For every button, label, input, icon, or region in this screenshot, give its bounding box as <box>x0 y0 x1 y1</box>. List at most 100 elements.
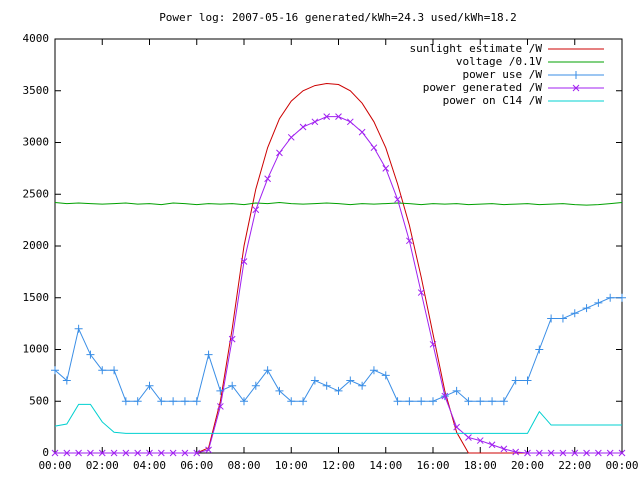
marker <box>606 449 614 457</box>
y-tick-label: 3000 <box>23 136 50 149</box>
marker <box>369 366 378 375</box>
marker <box>323 113 331 120</box>
marker <box>86 350 95 359</box>
x-tick-label: 18:00 <box>464 459 497 472</box>
y-tick-label: 500 <box>29 394 49 407</box>
legend-label: power on C14 /W <box>443 94 543 107</box>
marker <box>275 386 284 395</box>
marker <box>618 293 626 302</box>
marker <box>322 381 331 390</box>
marker <box>346 118 354 126</box>
marker <box>582 304 591 313</box>
marker <box>110 449 118 457</box>
marker <box>358 128 366 136</box>
marker <box>157 449 165 457</box>
marker <box>488 397 497 406</box>
x-tick-label: 06:00 <box>180 459 213 472</box>
marker <box>547 314 556 323</box>
marker <box>146 449 153 457</box>
x-tick-label: 14:00 <box>369 459 402 472</box>
x-tick-label: 12:00 <box>322 459 355 472</box>
x-tick-label: 00:00 <box>605 459 638 472</box>
marker <box>122 449 130 457</box>
marker <box>87 449 94 457</box>
marker <box>335 113 342 120</box>
plot-border <box>54 38 623 454</box>
marker <box>51 449 59 457</box>
marker <box>133 397 142 406</box>
marker <box>524 449 531 457</box>
marker <box>51 366 59 375</box>
marker <box>358 381 367 390</box>
marker <box>511 376 520 385</box>
marker <box>452 386 461 395</box>
marker <box>488 441 496 449</box>
marker <box>465 434 472 441</box>
x-tick-label: 22:00 <box>558 459 591 472</box>
marker <box>74 324 83 333</box>
marker <box>441 392 449 400</box>
marker <box>110 366 119 375</box>
legend-label: power generated /W <box>423 81 543 94</box>
marker <box>169 449 177 457</box>
marker <box>429 340 437 348</box>
marker <box>75 449 82 457</box>
marker <box>157 397 166 406</box>
marker <box>523 376 532 385</box>
marker <box>476 437 484 444</box>
marker <box>583 449 590 457</box>
marker <box>382 165 390 172</box>
marker <box>180 397 189 406</box>
marker <box>405 397 414 406</box>
marker <box>558 314 567 323</box>
marker <box>417 289 425 296</box>
marker <box>547 449 555 457</box>
marker <box>570 309 579 318</box>
marker <box>98 449 106 457</box>
marker <box>193 449 201 457</box>
marker <box>476 397 485 406</box>
marker <box>192 397 201 406</box>
marker <box>228 335 236 343</box>
y-tick-label: 0 <box>42 446 49 459</box>
y-tick-label: 2500 <box>23 187 50 200</box>
marker <box>429 397 437 406</box>
marker <box>228 381 237 390</box>
marker <box>334 386 343 395</box>
marker <box>572 71 580 79</box>
marker <box>594 298 603 307</box>
y-tick-label: 4000 <box>23 32 50 45</box>
legend-label: power use /W <box>463 68 543 81</box>
marker <box>287 397 296 406</box>
x-tick-label: 10:00 <box>275 459 308 472</box>
marker <box>204 350 213 359</box>
marker <box>595 449 602 457</box>
series-line <box>54 403 622 434</box>
marker <box>618 449 626 457</box>
marker <box>464 397 473 406</box>
marker <box>62 376 71 385</box>
y-tick-label: 1000 <box>23 343 50 356</box>
marker <box>535 345 544 354</box>
legend-label: sunlight estimate /W <box>410 42 543 55</box>
marker <box>311 118 319 126</box>
marker <box>240 397 248 406</box>
x-tick-label: 04:00 <box>133 459 166 472</box>
marker <box>381 371 390 380</box>
marker <box>205 446 212 454</box>
marker <box>499 397 508 406</box>
marker <box>263 366 272 375</box>
marker <box>393 397 402 406</box>
marker <box>571 449 579 457</box>
marker <box>453 423 460 431</box>
legend-label: voltage /0.1V <box>456 55 542 68</box>
marker <box>299 397 308 406</box>
marker <box>251 381 260 390</box>
x-tick-label: 20:00 <box>511 459 544 472</box>
marker <box>572 84 580 92</box>
y-tick-label: 3500 <box>23 84 50 97</box>
marker <box>276 149 283 157</box>
y-tick-label: 2000 <box>23 239 50 252</box>
marker <box>287 133 295 141</box>
